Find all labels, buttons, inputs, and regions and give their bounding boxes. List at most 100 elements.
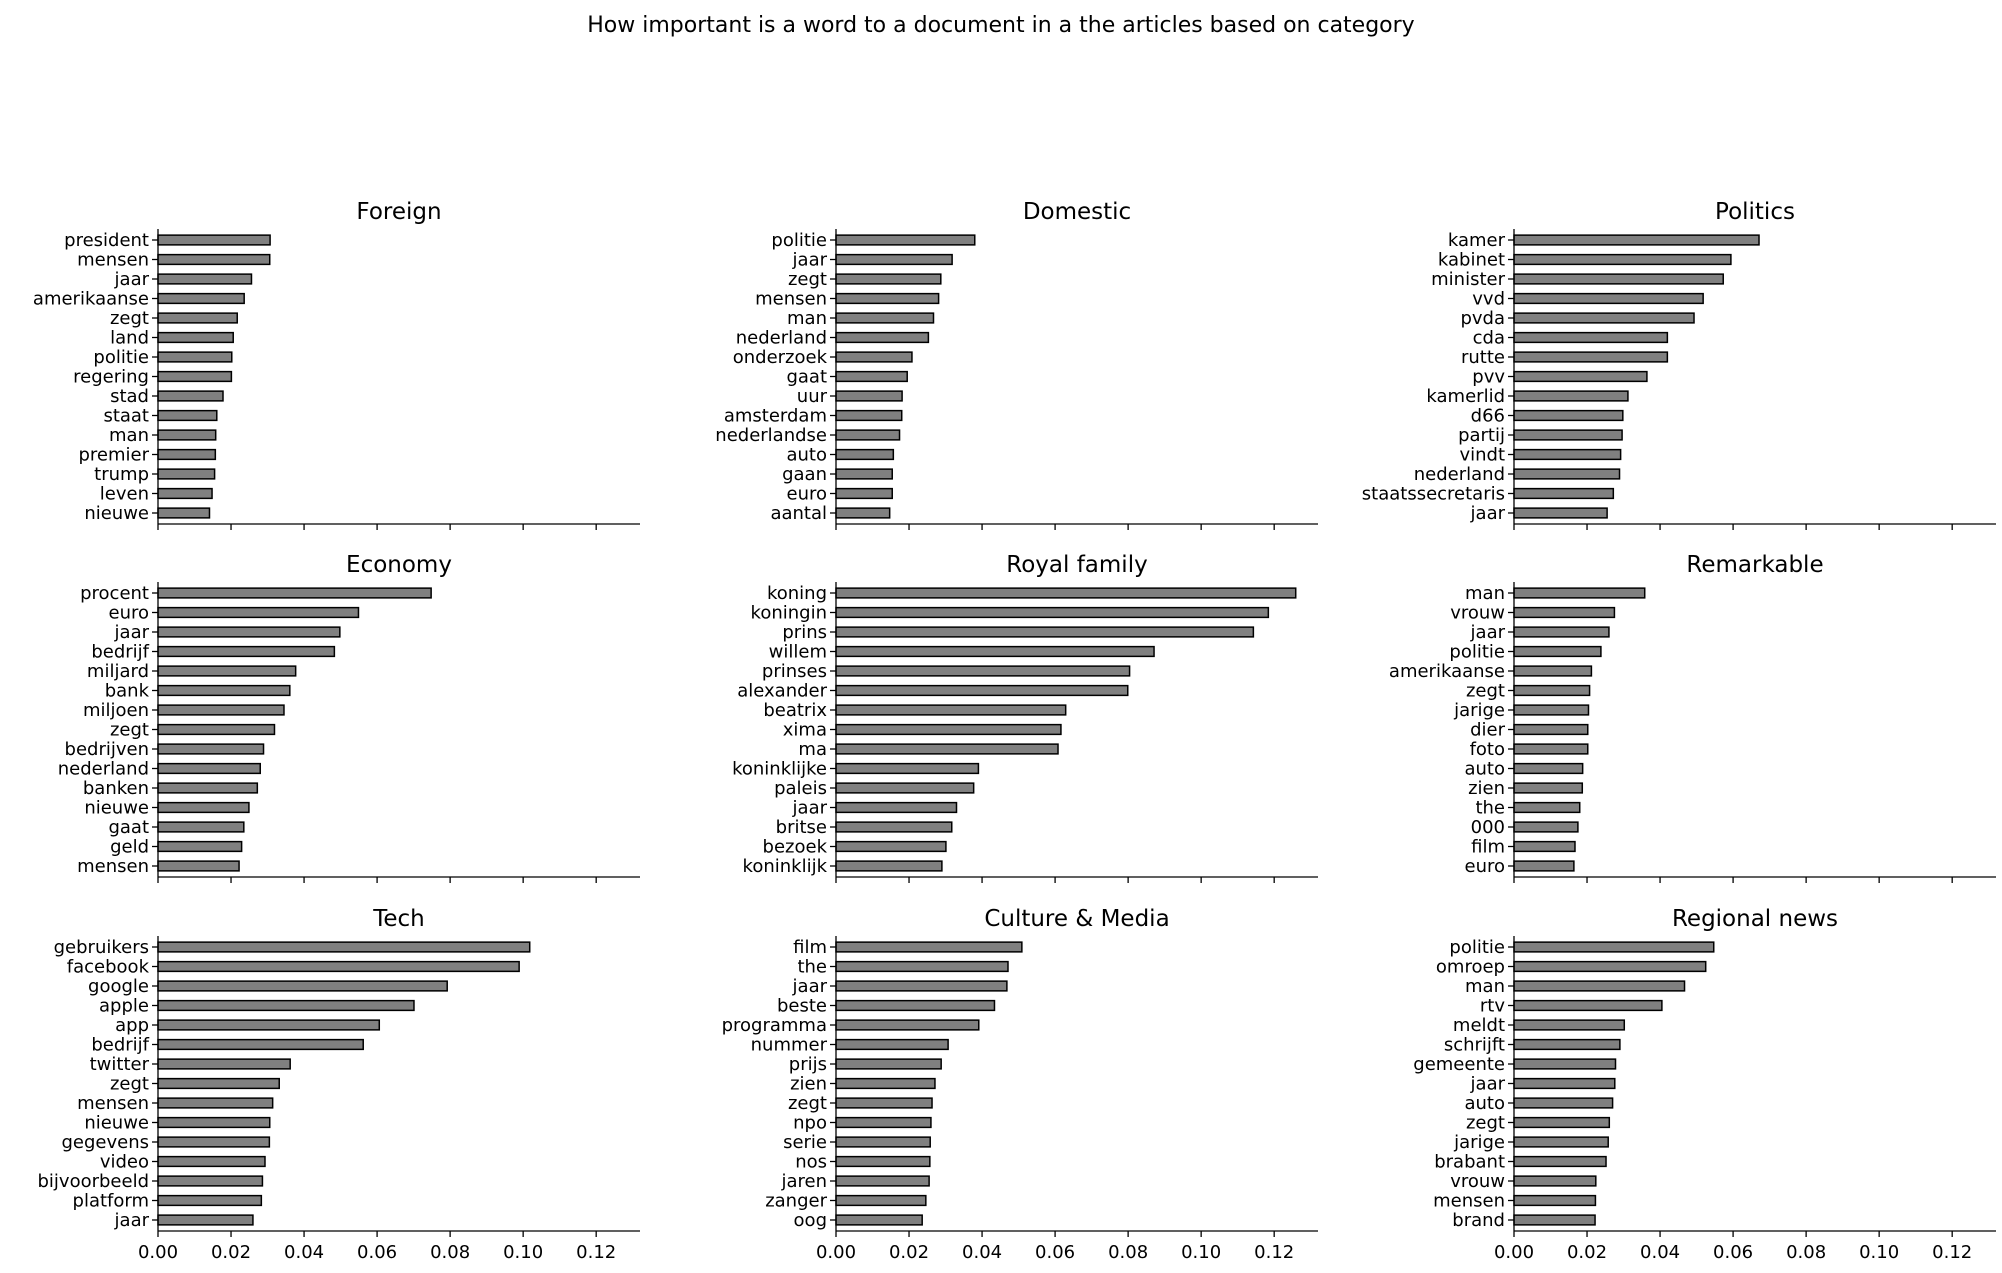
bar (835, 960, 1009, 973)
category-label: man (109, 425, 149, 446)
bar (835, 1214, 923, 1226)
category-label: paleis (774, 778, 827, 799)
bar (157, 234, 271, 246)
panel-title: Economy (346, 552, 452, 578)
bar (835, 331, 930, 344)
bar (157, 1038, 364, 1051)
category-label: bijvoorbeeld (37, 1171, 149, 1192)
category-label: aantal (770, 503, 827, 524)
category-label: nieuwe (84, 1113, 149, 1134)
bar (157, 723, 276, 736)
x-tick-label: 0.06 (357, 1242, 397, 1263)
category-label: euro (1465, 856, 1506, 877)
bar (1513, 1214, 1596, 1226)
category-label: cda (1473, 328, 1505, 349)
bar (157, 840, 243, 853)
category-label: the (1475, 798, 1505, 819)
bar (835, 253, 953, 266)
category-label: zegt (110, 308, 149, 329)
x-tick-label: 0.12 (1932, 1242, 1972, 1263)
bar (835, 1097, 933, 1109)
bar (157, 1214, 254, 1226)
bar (157, 665, 297, 677)
category-label: gaan (782, 464, 827, 485)
category-label: zanger (765, 1191, 827, 1212)
bar (157, 782, 259, 794)
bar (1513, 684, 1591, 697)
panel-title: Tech (372, 906, 425, 932)
category-label: kamer (1448, 230, 1506, 251)
category-label: minister (1431, 269, 1505, 290)
category-label: jaren (780, 1171, 827, 1192)
category-label: prins (782, 622, 827, 643)
x-tick-label: 0.12 (576, 1242, 616, 1263)
category-label: beste (777, 996, 827, 1017)
panel-title: Foreign (356, 199, 441, 225)
bar (157, 331, 234, 344)
chart-title: How important is a word to a document in… (587, 13, 1414, 38)
bar (1513, 351, 1669, 363)
category-label: vvd (1472, 289, 1505, 310)
x-tick-label: 0.00 (816, 1242, 856, 1263)
category-label: xima (783, 720, 827, 741)
panel-tech: Tech gebruikersfacebookgoogleappleappbedr… (37, 906, 640, 1263)
bar (835, 606, 1270, 619)
category-label: prinses (762, 661, 827, 682)
bar (1513, 1194, 1597, 1207)
bar (835, 1175, 930, 1187)
category-label: jaar (1470, 503, 1506, 524)
bar (1513, 743, 1589, 755)
category-label: prijs (789, 1054, 827, 1075)
bar (157, 645, 336, 658)
bar (157, 390, 224, 402)
panel-royal-family: Royal family koningkoninginprinswillempri… (732, 552, 1318, 883)
category-label: zegt (110, 720, 149, 741)
category-label: nummer (751, 1035, 828, 1056)
bar (835, 1058, 942, 1070)
category-label: pvv (1472, 367, 1505, 388)
category-label: amerikaanse (33, 289, 149, 310)
category-label: programma (722, 1015, 827, 1036)
category-label: zegt (1466, 681, 1505, 702)
bar (835, 448, 895, 461)
category-label: amsterdam (724, 406, 827, 427)
category-label: brabant (1434, 1152, 1505, 1173)
category-label: d66 (1471, 406, 1505, 427)
category-label: gemeente (1413, 1054, 1505, 1075)
bar (835, 292, 940, 305)
category-label: zegt (788, 269, 827, 290)
category-label: nos (795, 1152, 827, 1173)
bar (835, 821, 953, 833)
category-label: film (793, 937, 827, 958)
bar (157, 1194, 263, 1207)
x-tick-label: 0.08 (430, 1242, 470, 1263)
bar (157, 1097, 274, 1109)
bar (157, 409, 218, 422)
category-label: koninklijke (732, 759, 827, 780)
bar (1513, 665, 1593, 677)
bar (835, 782, 975, 794)
category-label: the (797, 957, 827, 978)
category-label: apple (99, 996, 149, 1017)
x-tick-label: 0.08 (1108, 1242, 1148, 1263)
bar (157, 351, 233, 363)
x-tick-label: 0.02 (1567, 1242, 1607, 1263)
bar (157, 606, 360, 619)
category-label: politie (771, 230, 827, 251)
category-label: partij (1458, 425, 1505, 446)
category-label: gaat (108, 817, 149, 838)
bar (835, 840, 947, 853)
bar (157, 292, 245, 305)
panel-title: Culture & Media (984, 906, 1169, 932)
bar (835, 762, 980, 775)
category-label: mensen (77, 1093, 149, 1114)
bar (1513, 507, 1608, 519)
x-tick-label: 0.12 (1254, 1242, 1294, 1263)
category-label: auto (1464, 1093, 1505, 1114)
bar (1513, 723, 1589, 736)
bar (1513, 234, 1760, 246)
x-tick-label: 0.02 (211, 1242, 251, 1263)
category-label: ma (798, 739, 827, 760)
x-tick-label: 0.02 (889, 1242, 929, 1263)
category-label: willem (769, 642, 827, 663)
